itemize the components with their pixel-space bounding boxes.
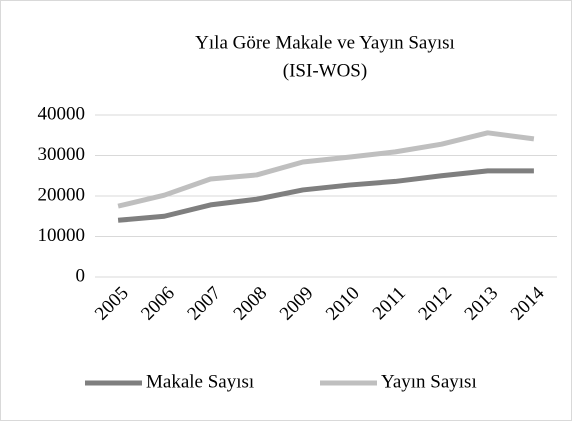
legend-label: Yayın Sayısı [381,371,477,392]
y-tick-label: 20000 [38,184,86,205]
line-series [117,168,534,223]
chart-subtitle: (ISI-WOS) [283,60,367,81]
y-tick-label: 30000 [38,144,86,165]
legend-label: Makale Sayısı [146,371,254,392]
y-tick-label: 0 [76,265,86,286]
y-tick-label: 10000 [38,225,86,246]
chart-title: Yıla Göre Makale ve Yayın Sayısı [195,32,455,53]
y-tick-label: 40000 [38,103,86,124]
line-series [117,130,535,209]
